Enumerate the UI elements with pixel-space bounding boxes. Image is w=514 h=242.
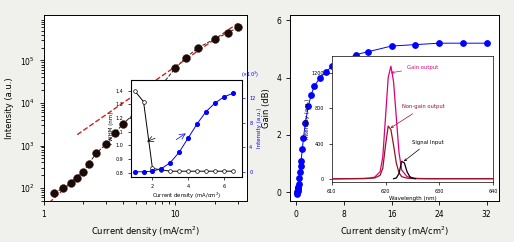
Point bbox=[149, 166, 157, 170]
Text: ($\times10^3$): ($\times10^3$) bbox=[242, 70, 260, 80]
Point bbox=[151, 91, 159, 95]
Point bbox=[328, 64, 336, 68]
Point bbox=[119, 122, 127, 126]
Point bbox=[340, 59, 348, 62]
Point bbox=[293, 190, 301, 194]
Point bbox=[304, 104, 313, 108]
Point bbox=[59, 186, 67, 190]
Point bbox=[111, 131, 119, 135]
Point bbox=[483, 41, 491, 45]
Point bbox=[234, 25, 242, 29]
Y-axis label: FWHM (nm): FWHM (nm) bbox=[109, 112, 114, 144]
Y-axis label: Intensity (a.u.): Intensity (a.u.) bbox=[257, 108, 262, 148]
Point bbox=[229, 91, 237, 95]
Point bbox=[322, 70, 330, 74]
Point bbox=[131, 89, 139, 93]
Point bbox=[299, 136, 307, 140]
Point bbox=[171, 67, 179, 70]
Point bbox=[193, 122, 201, 126]
Point bbox=[219, 95, 228, 99]
Point bbox=[459, 41, 467, 45]
Point bbox=[435, 41, 443, 45]
Point bbox=[293, 188, 302, 191]
Point bbox=[139, 100, 148, 104]
Point bbox=[92, 151, 100, 155]
Point bbox=[211, 37, 219, 41]
Text: Non-gain output: Non-gain output bbox=[391, 105, 445, 128]
Point bbox=[184, 169, 192, 173]
Y-axis label: Intensity (a.u.): Intensity (a.u.) bbox=[305, 98, 310, 139]
Point bbox=[194, 46, 203, 50]
Point bbox=[363, 50, 372, 54]
X-axis label: Wavelength (nm): Wavelength (nm) bbox=[389, 196, 436, 201]
Point bbox=[166, 169, 174, 173]
Point bbox=[211, 169, 219, 173]
Point bbox=[297, 165, 305, 168]
Point bbox=[224, 31, 232, 35]
Point bbox=[301, 121, 309, 125]
Point bbox=[202, 110, 210, 114]
Point bbox=[175, 169, 183, 173]
Point bbox=[202, 169, 210, 173]
Point bbox=[229, 169, 237, 173]
Point bbox=[293, 189, 302, 193]
Point bbox=[388, 44, 396, 48]
Point bbox=[294, 186, 302, 190]
X-axis label: Current density (mA/cm$^2$): Current density (mA/cm$^2$) bbox=[152, 191, 221, 201]
Y-axis label: Intensity (a.u.): Intensity (a.u.) bbox=[5, 77, 14, 138]
Point bbox=[132, 110, 140, 114]
Point bbox=[297, 159, 305, 163]
Point bbox=[298, 147, 306, 151]
Point bbox=[307, 93, 315, 97]
Point bbox=[73, 176, 81, 180]
Point bbox=[292, 192, 301, 196]
Point bbox=[50, 191, 58, 195]
Point bbox=[310, 84, 318, 88]
Point bbox=[295, 185, 303, 189]
Point bbox=[157, 168, 166, 172]
Point bbox=[142, 101, 150, 105]
Point bbox=[411, 43, 419, 46]
Point bbox=[166, 161, 174, 165]
Text: Signal Input: Signal Input bbox=[405, 140, 444, 161]
X-axis label: Current density (mA/cm$^2$): Current density (mA/cm$^2$) bbox=[340, 224, 449, 239]
Point bbox=[149, 169, 157, 173]
Point bbox=[157, 167, 166, 171]
Point bbox=[193, 169, 201, 173]
Point bbox=[219, 169, 228, 173]
Point bbox=[296, 170, 304, 174]
Point bbox=[66, 181, 75, 185]
Point bbox=[316, 76, 324, 80]
Point bbox=[102, 142, 111, 146]
Point bbox=[295, 176, 303, 180]
Point bbox=[181, 56, 190, 60]
Point bbox=[352, 53, 360, 57]
Point bbox=[293, 190, 301, 194]
Point bbox=[158, 82, 167, 86]
Text: Gain output: Gain output bbox=[392, 65, 438, 73]
Point bbox=[85, 162, 93, 166]
Point bbox=[139, 170, 148, 174]
Y-axis label: Gain (dB): Gain (dB) bbox=[262, 88, 271, 128]
X-axis label: Current density (mA/cm$^2$): Current density (mA/cm$^2$) bbox=[90, 224, 200, 239]
Point bbox=[211, 101, 219, 105]
Point bbox=[295, 182, 303, 186]
Point bbox=[79, 170, 87, 174]
Point bbox=[131, 170, 139, 174]
Point bbox=[175, 150, 183, 154]
Point bbox=[184, 136, 192, 140]
